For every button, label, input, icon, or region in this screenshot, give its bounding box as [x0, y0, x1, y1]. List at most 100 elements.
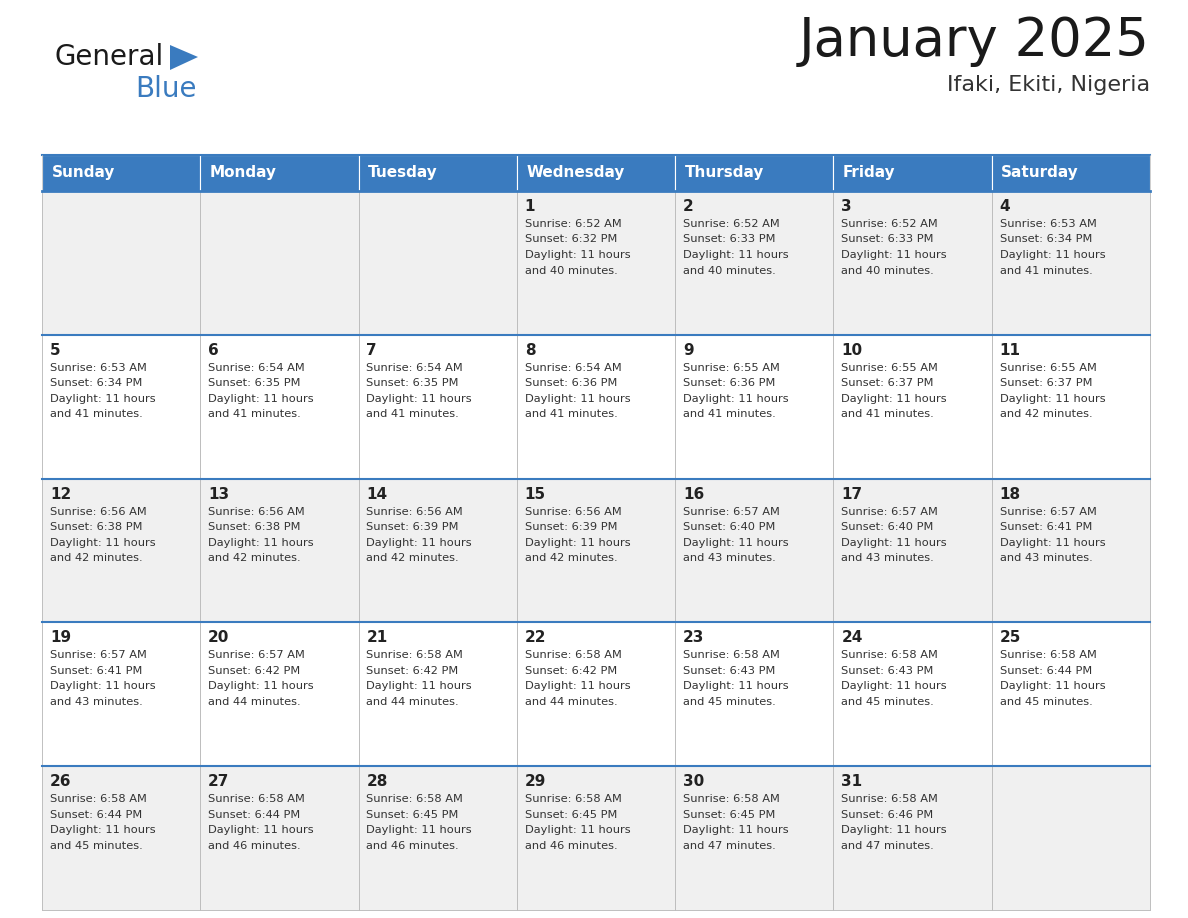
- Text: 15: 15: [525, 487, 546, 501]
- Text: January 2025: January 2025: [800, 15, 1150, 67]
- Text: Sunset: 6:42 PM: Sunset: 6:42 PM: [366, 666, 459, 676]
- Text: Sunset: 6:44 PM: Sunset: 6:44 PM: [50, 810, 143, 820]
- Text: Sunrise: 6:53 AM: Sunrise: 6:53 AM: [50, 363, 147, 373]
- Text: 8: 8: [525, 342, 536, 358]
- Text: and 47 minutes.: and 47 minutes.: [683, 841, 776, 851]
- Text: and 43 minutes.: and 43 minutes.: [683, 554, 776, 563]
- Text: Sunset: 6:40 PM: Sunset: 6:40 PM: [683, 522, 776, 532]
- Text: and 43 minutes.: and 43 minutes.: [999, 554, 1093, 563]
- Text: Sunset: 6:40 PM: Sunset: 6:40 PM: [841, 522, 934, 532]
- Text: Daylight: 11 hours: Daylight: 11 hours: [366, 825, 472, 835]
- Text: Sunrise: 6:57 AM: Sunrise: 6:57 AM: [841, 507, 939, 517]
- Text: Daylight: 11 hours: Daylight: 11 hours: [683, 681, 789, 691]
- Bar: [201, 335, 359, 478]
- Text: 16: 16: [683, 487, 704, 501]
- Text: Daylight: 11 hours: Daylight: 11 hours: [841, 681, 947, 691]
- Text: and 41 minutes.: and 41 minutes.: [50, 409, 143, 420]
- Bar: [834, 335, 992, 478]
- Bar: [675, 155, 834, 191]
- Text: 5: 5: [50, 342, 61, 358]
- Text: Daylight: 11 hours: Daylight: 11 hours: [50, 825, 156, 835]
- Text: Sunrise: 6:54 AM: Sunrise: 6:54 AM: [525, 363, 621, 373]
- Text: Sunrise: 6:56 AM: Sunrise: 6:56 AM: [366, 507, 463, 517]
- Text: and 41 minutes.: and 41 minutes.: [208, 409, 301, 420]
- Bar: [517, 478, 675, 622]
- Text: Sunset: 6:32 PM: Sunset: 6:32 PM: [525, 234, 617, 244]
- Bar: [201, 191, 359, 335]
- Text: Saturday: Saturday: [1001, 165, 1079, 181]
- Text: and 44 minutes.: and 44 minutes.: [366, 697, 459, 707]
- Text: 28: 28: [366, 774, 387, 789]
- Text: Sunrise: 6:57 AM: Sunrise: 6:57 AM: [50, 650, 147, 660]
- Text: Sunset: 6:34 PM: Sunset: 6:34 PM: [999, 234, 1092, 244]
- Text: Sunrise: 6:58 AM: Sunrise: 6:58 AM: [999, 650, 1097, 660]
- Bar: [201, 622, 359, 767]
- Bar: [359, 191, 517, 335]
- Text: 11: 11: [999, 342, 1020, 358]
- Text: Sunrise: 6:57 AM: Sunrise: 6:57 AM: [208, 650, 305, 660]
- Text: Sunrise: 6:54 AM: Sunrise: 6:54 AM: [208, 363, 305, 373]
- Text: Sunset: 6:37 PM: Sunset: 6:37 PM: [999, 378, 1092, 388]
- Text: Sunrise: 6:52 AM: Sunrise: 6:52 AM: [683, 219, 779, 229]
- Bar: [359, 335, 517, 478]
- Text: Tuesday: Tuesday: [368, 165, 438, 181]
- Text: Sunset: 6:39 PM: Sunset: 6:39 PM: [525, 522, 618, 532]
- Text: Sunset: 6:33 PM: Sunset: 6:33 PM: [841, 234, 934, 244]
- Text: Sunset: 6:33 PM: Sunset: 6:33 PM: [683, 234, 776, 244]
- Bar: [201, 478, 359, 622]
- Text: and 45 minutes.: and 45 minutes.: [841, 697, 934, 707]
- Text: Sunrise: 6:58 AM: Sunrise: 6:58 AM: [50, 794, 147, 804]
- Text: 7: 7: [366, 342, 377, 358]
- Text: and 45 minutes.: and 45 minutes.: [50, 841, 143, 851]
- Text: Sunrise: 6:52 AM: Sunrise: 6:52 AM: [841, 219, 939, 229]
- Bar: [992, 767, 1150, 910]
- Text: Sunrise: 6:58 AM: Sunrise: 6:58 AM: [841, 794, 939, 804]
- Text: Sunset: 6:42 PM: Sunset: 6:42 PM: [525, 666, 617, 676]
- Text: Sunset: 6:45 PM: Sunset: 6:45 PM: [683, 810, 776, 820]
- Text: 19: 19: [50, 631, 71, 645]
- Text: Sunrise: 6:56 AM: Sunrise: 6:56 AM: [525, 507, 621, 517]
- Bar: [359, 767, 517, 910]
- Text: 9: 9: [683, 342, 694, 358]
- Text: Daylight: 11 hours: Daylight: 11 hours: [525, 394, 631, 404]
- Text: Daylight: 11 hours: Daylight: 11 hours: [999, 538, 1105, 548]
- Bar: [359, 478, 517, 622]
- Text: 26: 26: [50, 774, 71, 789]
- Bar: [42, 767, 201, 910]
- Text: Sunset: 6:42 PM: Sunset: 6:42 PM: [208, 666, 301, 676]
- Text: Ifaki, Ekiti, Nigeria: Ifaki, Ekiti, Nigeria: [947, 75, 1150, 95]
- Text: and 40 minutes.: and 40 minutes.: [525, 265, 618, 275]
- Text: 30: 30: [683, 774, 704, 789]
- Text: 3: 3: [841, 199, 852, 214]
- Text: Daylight: 11 hours: Daylight: 11 hours: [525, 538, 631, 548]
- Text: Daylight: 11 hours: Daylight: 11 hours: [208, 681, 314, 691]
- Text: 12: 12: [50, 487, 71, 501]
- Text: General: General: [55, 43, 164, 71]
- Text: Daylight: 11 hours: Daylight: 11 hours: [525, 681, 631, 691]
- Text: Sunrise: 6:56 AM: Sunrise: 6:56 AM: [208, 507, 305, 517]
- Text: Daylight: 11 hours: Daylight: 11 hours: [841, 394, 947, 404]
- Bar: [42, 478, 201, 622]
- Text: 1: 1: [525, 199, 536, 214]
- Text: 25: 25: [999, 631, 1020, 645]
- Text: Sunset: 6:44 PM: Sunset: 6:44 PM: [999, 666, 1092, 676]
- Text: Sunset: 6:35 PM: Sunset: 6:35 PM: [208, 378, 301, 388]
- Text: Sunset: 6:41 PM: Sunset: 6:41 PM: [50, 666, 143, 676]
- Text: and 40 minutes.: and 40 minutes.: [683, 265, 776, 275]
- Bar: [517, 155, 675, 191]
- Text: 27: 27: [208, 774, 229, 789]
- Bar: [517, 622, 675, 767]
- Bar: [42, 155, 201, 191]
- Bar: [517, 191, 675, 335]
- Text: Daylight: 11 hours: Daylight: 11 hours: [366, 538, 472, 548]
- Text: and 44 minutes.: and 44 minutes.: [525, 697, 618, 707]
- Text: Sunset: 6:38 PM: Sunset: 6:38 PM: [208, 522, 301, 532]
- Text: Daylight: 11 hours: Daylight: 11 hours: [208, 825, 314, 835]
- Text: 6: 6: [208, 342, 219, 358]
- Text: and 43 minutes.: and 43 minutes.: [50, 697, 143, 707]
- Text: 10: 10: [841, 342, 862, 358]
- Bar: [992, 191, 1150, 335]
- Bar: [834, 622, 992, 767]
- Text: 22: 22: [525, 631, 546, 645]
- Text: Sunrise: 6:58 AM: Sunrise: 6:58 AM: [683, 650, 781, 660]
